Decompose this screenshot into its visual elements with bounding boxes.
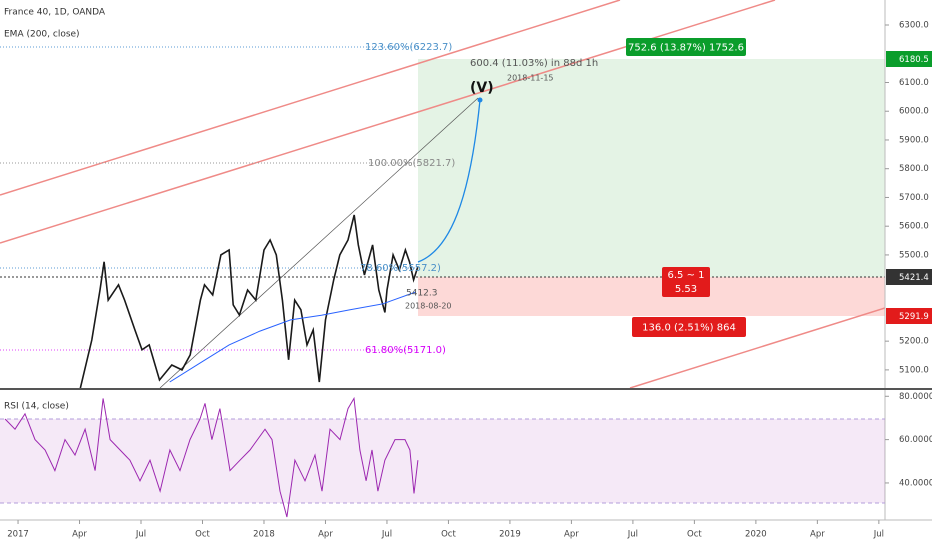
- fib-label: 123.60%(6223.7): [365, 42, 452, 53]
- y-tick-label: 5700.0: [899, 193, 929, 203]
- target-price: 6180.5: [899, 55, 929, 65]
- x-tick-label: Oct: [687, 530, 702, 540]
- rsi-marks: [4, 396, 419, 518]
- x-tick-label: Jul: [135, 530, 146, 540]
- channel-line: [629, 307, 885, 388]
- stop-price: 5291.9: [899, 312, 929, 322]
- x-tick-label: Apr: [564, 530, 579, 540]
- stop-box: [632, 317, 746, 337]
- last-price-tag: [886, 269, 932, 285]
- start-price: 5412.3: [406, 289, 438, 299]
- x-tick-label: Jul: [627, 530, 638, 540]
- x-tick-label: Apr: [318, 530, 333, 540]
- target-label: 752.6 (13.87%) 1752.6: [628, 43, 744, 54]
- rsi-title: RSI (14, close): [4, 402, 69, 412]
- projection-label: 600.4 (11.03%) in 88d 1h: [470, 58, 598, 69]
- projection-point: [477, 97, 483, 103]
- target-price-tag: [886, 51, 932, 67]
- fib-label: 61.80%(5171.0): [365, 345, 446, 356]
- fib-label: 78.60%(5557.2): [360, 263, 441, 274]
- x-tick-label: 2019: [499, 530, 521, 540]
- last-price: 5421.4: [899, 273, 929, 283]
- stop-price-tag: [886, 308, 932, 324]
- x-tick-label: Oct: [195, 530, 210, 540]
- y-tick-label: 6300.0: [899, 21, 929, 31]
- projection-date: 2018-11-15: [507, 74, 554, 83]
- series-line: [169, 291, 416, 383]
- y-tick-label: 5800.0: [899, 164, 929, 174]
- profit-zone: [418, 59, 885, 277]
- x-tick-label: Jul: [873, 530, 884, 540]
- series-line: [4, 396, 419, 518]
- y-tick-label: 5200.0: [899, 337, 929, 347]
- y-tick-label: 5100.0: [899, 365, 929, 375]
- indicator: EMA (200, close): [4, 30, 80, 40]
- stop-label: 136.0 (2.51%) 864: [642, 323, 736, 334]
- wave-label: (V): [470, 80, 494, 96]
- y-tick-label: 5600.0: [899, 222, 929, 232]
- x-tick-label: Jul: [381, 530, 392, 540]
- loss-zone: [418, 277, 885, 316]
- x-tick-label: Apr: [72, 530, 87, 540]
- fib-label: 100.00%(5821.7): [368, 158, 455, 169]
- labels: 6300.0 6100.0 6000.0 5900.0 5800.0 5700.0 5600…: [7, 21, 932, 540]
- y-tick-label: 5900.0: [899, 135, 929, 145]
- channel-line: [0, 0, 621, 196]
- drawings: [0, 0, 885, 388]
- series-line: [79, 214, 419, 388]
- x-tick-label: 2017: [7, 530, 29, 540]
- trend-line: [159, 97, 479, 388]
- y-tick-label: 40.0000: [899, 478, 932, 488]
- y-tick-label: 80.0000: [899, 392, 932, 402]
- projection-curve: [417, 99, 481, 263]
- x-tick-label: 2018: [253, 530, 275, 540]
- price-marks: [79, 214, 419, 388]
- y-tick-label: 60.0000: [899, 435, 932, 445]
- ratio-value: 5.53: [675, 284, 697, 295]
- x-tick-label: Apr: [810, 530, 825, 540]
- ratio-box: [662, 267, 710, 297]
- y-tick-label: 5500.0: [899, 250, 929, 260]
- start-date: 2018-08-20: [405, 302, 452, 311]
- x-tick-label: Oct: [441, 530, 456, 540]
- symbol: France 40, 1D, OANDA: [4, 8, 106, 18]
- y-tick-label: 6100.0: [899, 78, 929, 88]
- rsi-band: [0, 419, 885, 503]
- target-box: [626, 38, 746, 56]
- y-tick-label: 6000.0: [899, 107, 929, 117]
- x-tick-label: 2020: [745, 530, 767, 540]
- ratio-label: 6.5 ~ 1: [667, 270, 704, 281]
